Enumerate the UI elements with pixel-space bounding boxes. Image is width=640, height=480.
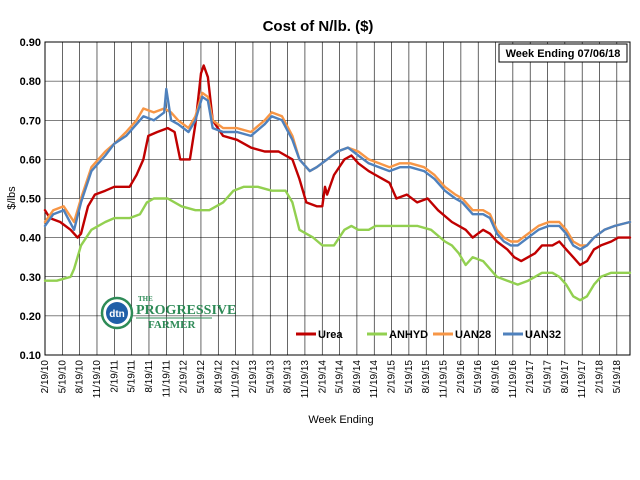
y-tick-label: 0.50 (20, 194, 41, 206)
series-line-anhyd (43, 185, 632, 302)
logo-disc (106, 302, 128, 324)
series-lines (43, 64, 632, 302)
x-tick-label: 8/19/15 (421, 360, 432, 394)
y-tick-label: 0.10 (20, 350, 41, 362)
x-tick-label: 8/19/17 (560, 360, 571, 394)
x-tick-label: 11/19/10 (92, 360, 103, 399)
x-tick-label: 8/19/10 (75, 360, 86, 394)
x-tick-label: 8/19/14 (352, 360, 363, 394)
x-tick-label: 5/19/16 (473, 360, 484, 394)
x-tick-label: 5/19/11 (127, 360, 138, 393)
x-axis-label: Week Ending (308, 414, 373, 426)
week-ending-note-text: Week Ending 07/06/18 (506, 48, 621, 60)
x-axis-ticks: 2/19/10 5/19/10 8/19/10 11/19/10 2/19/11 5/19… (40, 360, 623, 399)
x-tick-label: 8/19/12 (213, 360, 224, 394)
y-tick-label: 0.70 (20, 115, 41, 127)
week-ending-note: Week Ending 07/06/18 (498, 43, 628, 63)
x-tick-label: 2/19/12 (179, 360, 190, 394)
x-tick-label: 11/19/14 (369, 360, 380, 399)
chart-title: Cost of N/lb. ($) (263, 18, 374, 35)
logo-line-3: FARMER (148, 319, 197, 331)
x-tick-label: 5/19/17 (543, 360, 554, 394)
x-tick-label: 5/19/13 (265, 360, 276, 394)
x-tick-label: 11/19/12 (231, 360, 242, 399)
y-axis-label: $/lbs (6, 186, 18, 210)
series-line-uan32 (43, 87, 632, 251)
y-tick-label: 0.80 (20, 76, 41, 88)
progressive-farmer-logo: dtn THE PROGRESSIVE FARMER (100, 295, 236, 331)
x-tick-label: 11/19/11 (161, 360, 172, 398)
legend-label-uan28: UAN28 (455, 329, 491, 341)
y-tick-label: 0.20 (20, 311, 41, 323)
x-tick-label: 2/19/18 (595, 360, 606, 394)
legend-label-uan32: UAN32 (525, 329, 561, 341)
week-ending-note-box (498, 43, 628, 63)
logo-line-1: THE (138, 295, 153, 303)
x-tick-label: 11/19/13 (300, 360, 311, 399)
x-tick-label: 11/19/15 (439, 360, 450, 399)
legend-label-urea: Urea (318, 329, 343, 341)
y-tick-label: 0.60 (20, 154, 41, 166)
legend: Urea ANHYD UAN28 UAN32 (296, 329, 561, 341)
x-tick-label: 11/19/16 (508, 360, 519, 399)
x-tick-label: 2/19/11 (109, 360, 120, 393)
x-tick-label: 2/19/15 (387, 360, 398, 394)
logo-mark: dtn (109, 309, 125, 320)
y-tick-label: 0.90 (20, 37, 41, 49)
legend-label-anhyd: ANHYD (389, 329, 428, 341)
x-tick-label: 5/19/18 (612, 360, 623, 394)
x-tick-label: 8/19/16 (491, 360, 502, 394)
x-tick-label: 5/19/10 (57, 360, 68, 394)
y-tick-label: 0.40 (20, 233, 41, 245)
y-tick-label: 0.30 (20, 272, 41, 284)
y-axis-ticks: 0.10 0.20 0.30 0.40 0.50 0.60 0.70 0.80 0.90 (20, 37, 41, 362)
logo-line-2: PROGRESSIVE (136, 303, 236, 318)
x-tick-label: 2/19/17 (525, 360, 536, 394)
x-tick-label: 8/19/11 (144, 360, 155, 393)
series-line-urea (43, 64, 632, 267)
plot-frame (44, 41, 631, 356)
x-tick-label: 11/19/17 (577, 360, 588, 399)
x-tick-label: 5/19/15 (404, 360, 415, 394)
x-tick-label: 2/19/14 (317, 360, 328, 394)
x-tick-label: 2/19/13 (248, 360, 259, 394)
x-tick-label: 5/19/14 (335, 360, 346, 394)
x-tick-label: 2/19/10 (40, 360, 51, 394)
x-tick-label: 2/19/16 (456, 360, 467, 394)
x-tick-label: 8/19/13 (283, 360, 294, 394)
x-tick-label: 5/19/12 (196, 360, 207, 394)
